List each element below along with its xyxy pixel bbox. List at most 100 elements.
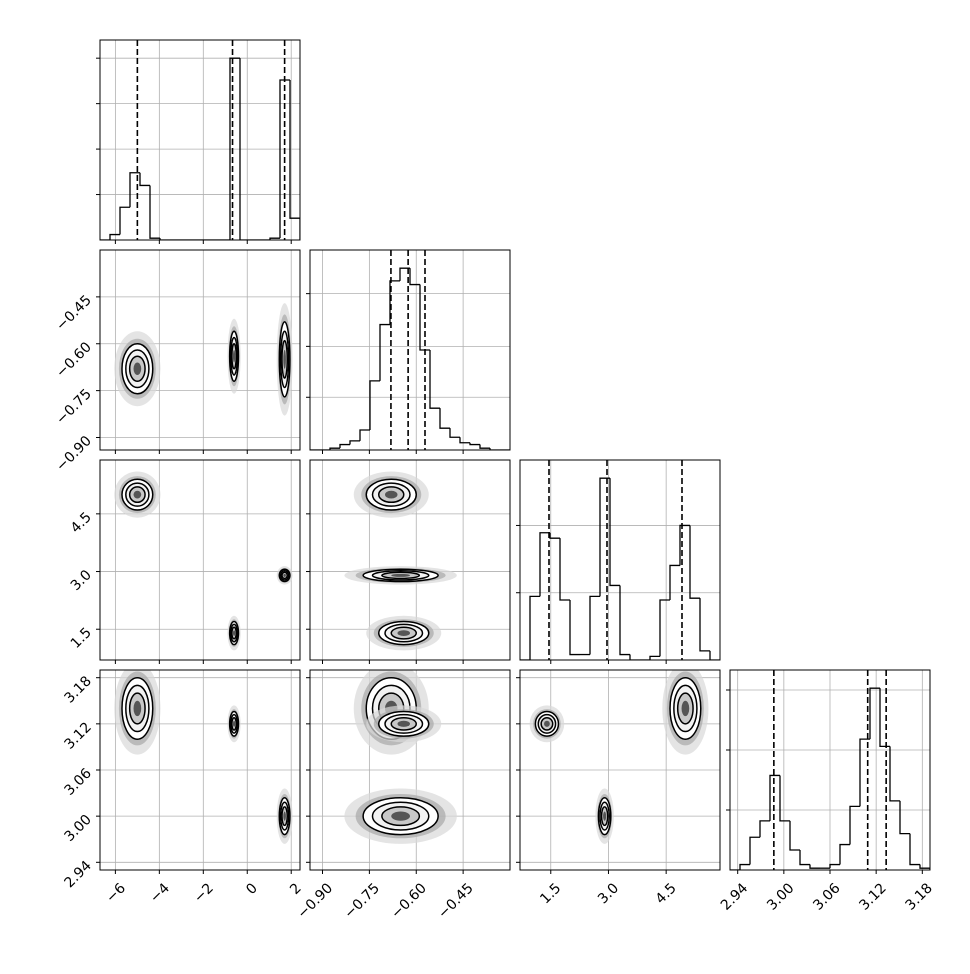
density-peak (232, 350, 236, 363)
y-tick-label: 2.94 (61, 858, 94, 891)
y-tick-label: −0.75 (53, 386, 95, 428)
hist-bin (709, 650, 720, 660)
hist-bin (149, 185, 160, 239)
hist-bin (799, 850, 810, 866)
hist-bin (779, 775, 790, 822)
panel (310, 250, 510, 450)
hist-bin (419, 284, 430, 351)
panel (100, 40, 300, 240)
y-tick-label: 1.5 (68, 625, 95, 652)
x-tick-label: 3.12 (856, 880, 889, 913)
density-peak (681, 700, 690, 717)
hist-bin (399, 267, 410, 281)
hist-bin (429, 350, 440, 409)
hist-bin (549, 532, 560, 539)
y-tick-label: −0.90 (53, 433, 95, 475)
density-peak (232, 720, 236, 727)
hist-bin (269, 237, 280, 240)
x-tick-label: 3.00 (764, 880, 797, 913)
x-tick-label: −0.90 (294, 880, 336, 922)
x-tick-label: 3.06 (810, 880, 843, 913)
hist-bin (529, 595, 540, 660)
hist-bin (469, 442, 480, 446)
x-tick-label: 3.0 (595, 880, 622, 907)
density-peak (603, 811, 607, 821)
hist-bin (909, 833, 920, 866)
hist-bin (659, 599, 670, 657)
hist-bin (869, 687, 880, 740)
hist-bin (889, 746, 900, 802)
density-peak (385, 490, 398, 499)
density-peak (133, 490, 142, 499)
density-peak (133, 362, 142, 375)
axes-frame (99, 249, 301, 451)
hist-bin (229, 57, 240, 240)
axes-frame (309, 669, 511, 871)
density-peak (133, 700, 142, 717)
density-peak (397, 630, 410, 636)
density-peak (391, 811, 410, 821)
axes-frame (519, 459, 721, 661)
hist-bin (649, 655, 660, 660)
hist-bin (769, 774, 780, 821)
x-tick-label: 3.18 (903, 880, 936, 913)
x-tick-label: −4 (147, 880, 173, 906)
y-tick-label: −0.60 (53, 339, 95, 381)
density-peak (283, 350, 286, 369)
y-tick-label: −0.45 (53, 292, 95, 334)
axes-frame (99, 459, 301, 661)
hist-bin (749, 836, 760, 865)
panel (520, 670, 720, 870)
x-tick-label: −0.75 (341, 880, 383, 922)
x-tick-label: −0.60 (388, 880, 430, 922)
hist-bin (349, 440, 360, 445)
hist-bin (129, 172, 140, 208)
hist-bin (849, 805, 860, 845)
hist-bin (449, 428, 460, 438)
hist-bin (539, 532, 550, 597)
hist-bin (409, 268, 420, 286)
hist-bin (629, 654, 640, 660)
x-tick-label: −6 (103, 880, 129, 906)
hist-bin (459, 437, 470, 444)
hist-bin (369, 380, 380, 430)
hist-bin (139, 172, 150, 187)
y-tick-label: 3.12 (61, 719, 94, 752)
hist-bin (379, 323, 390, 381)
x-tick-label: 1.5 (537, 880, 564, 907)
hist-bin (679, 524, 690, 566)
x-tick-label: 2.94 (718, 880, 751, 913)
x-tick-label: −0.45 (435, 880, 477, 922)
panel (520, 460, 720, 660)
y-tick-label: 4.5 (68, 509, 95, 536)
hist-bin (789, 820, 800, 851)
hist-bin (119, 206, 130, 235)
hist-bin (669, 564, 680, 600)
hist-bin (739, 863, 750, 870)
hist-bin (919, 864, 930, 870)
hist-bin (859, 738, 870, 807)
axes-frame (309, 459, 511, 661)
hist-bin (829, 863, 840, 869)
hist-bin (489, 448, 500, 450)
x-tick-label: 4.5 (653, 880, 680, 907)
panel (100, 250, 300, 450)
x-tick-label: −2 (191, 880, 217, 906)
hist-bin (329, 447, 340, 450)
y-tick-label: 3.0 (68, 567, 95, 594)
panel (310, 670, 510, 870)
x-tick-label: 0 (243, 880, 261, 898)
hist-bin (609, 478, 620, 587)
hist-bin (689, 525, 700, 599)
hist-bin (619, 585, 630, 656)
panel (310, 460, 510, 660)
panel (100, 460, 300, 660)
hist-bin (759, 820, 770, 838)
hist-bin (439, 408, 450, 429)
hist-bin (479, 444, 490, 449)
hist-bin (279, 79, 290, 239)
x-tick-label: 2 (287, 880, 305, 898)
hist-bin (699, 598, 710, 652)
axes-frame (99, 39, 301, 241)
